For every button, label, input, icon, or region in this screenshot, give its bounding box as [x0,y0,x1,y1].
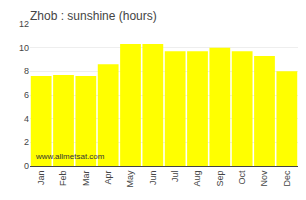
svg-text:8: 8 [24,66,29,76]
svg-text:Sep: Sep [215,171,225,187]
svg-text:4: 4 [24,114,29,124]
svg-text:Apr: Apr [103,171,113,185]
svg-text:Jul: Jul [170,171,180,183]
svg-text:10: 10 [19,43,29,53]
svg-text:Dec: Dec [282,170,292,187]
svg-text:Zhob : sunshine (hours): Zhob : sunshine (hours) [30,9,157,23]
svg-text:Jun: Jun [148,171,158,186]
svg-text:6: 6 [24,90,29,100]
svg-text:Jan: Jan [36,171,46,186]
svg-text:Aug: Aug [192,171,202,187]
svg-text:Mar: Mar [81,171,91,187]
svg-text:May: May [125,170,135,188]
svg-text:www.allmetsat.com: www.allmetsat.com [35,152,105,161]
svg-text:Nov: Nov [259,170,269,187]
svg-text:12: 12 [19,19,29,29]
svg-text:Oct: Oct [237,170,247,185]
svg-text:2: 2 [24,137,29,147]
svg-text:Feb: Feb [58,171,68,187]
svg-text:0: 0 [24,161,29,171]
